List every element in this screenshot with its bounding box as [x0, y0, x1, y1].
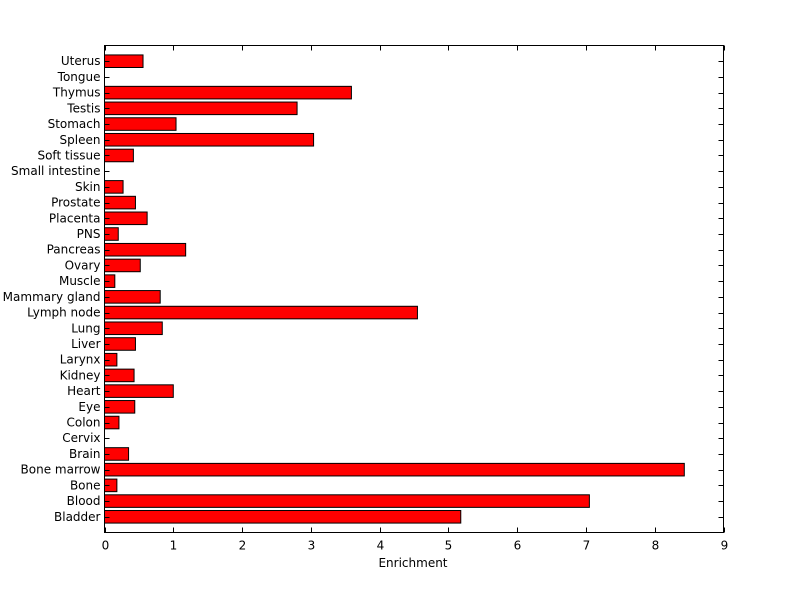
category-label-lymph-node: Lymph node: [27, 306, 100, 320]
x-tick-label-4: 4: [377, 539, 385, 553]
category-label-soft-tissue: Soft tissue: [37, 148, 100, 162]
category-label-lung: Lung: [71, 321, 100, 335]
bar-eye: [104, 400, 136, 414]
category-label-cervix: Cervix: [62, 431, 100, 445]
bar-brain: [104, 447, 130, 461]
bar-testis: [104, 101, 298, 116]
bar-larynx: [104, 352, 118, 367]
x-tick-label-5: 5: [445, 539, 453, 553]
category-label-stomach: Stomach: [48, 117, 101, 131]
x-tick-label-1: 1: [170, 539, 178, 553]
category-label-placenta: Placenta: [49, 211, 101, 225]
category-label-muscle: Muscle: [59, 274, 101, 288]
category-label-pancreas: Pancreas: [47, 243, 101, 257]
category-label-prostate: Prostate: [51, 196, 100, 210]
bar-bone-marrow: [104, 462, 685, 477]
category-label-blood: Blood: [67, 494, 101, 508]
category-label-bladder: Bladder: [54, 510, 101, 524]
bar-spleen: [104, 132, 315, 147]
ticks-group: [104, 45, 725, 533]
bar-stomach: [104, 117, 177, 131]
category-label-brain: Brain: [69, 447, 100, 461]
x-tick-label-0: 0: [102, 539, 110, 553]
category-label-testis: Testis: [66, 101, 100, 115]
category-label-larynx: Larynx: [60, 353, 101, 367]
category-label-pns: PNS: [77, 227, 101, 241]
category-label-tongue: Tongue: [57, 70, 101, 84]
x-tick-label-3: 3: [308, 539, 316, 553]
category-label-skin: Skin: [75, 180, 101, 194]
x-tick-label-8: 8: [652, 539, 660, 553]
x-tick-label-2: 2: [239, 539, 247, 553]
bar-lung: [104, 321, 163, 336]
bar-blood: [104, 494, 590, 508]
bar-thymus: [104, 85, 352, 100]
category-label-mammary-gland: Mammary gland: [3, 290, 101, 304]
x-tick-label-6: 6: [514, 539, 522, 553]
category-label-eye: Eye: [78, 400, 100, 414]
x-tick-label-9: 9: [721, 539, 729, 553]
x-tick-labels: 0 1 2 3 4 5 6 7 8 9: [102, 539, 729, 553]
category-label-uterus: Uterus: [61, 54, 101, 68]
bar-ovary: [104, 258, 141, 273]
category-label-bone: Bone: [70, 478, 101, 492]
bar-pancreas: [104, 242, 187, 257]
category-label-ovary: Ovary: [65, 258, 101, 272]
x-tick-label-7: 7: [583, 539, 591, 553]
category-label-spleen: Spleen: [60, 133, 101, 147]
bar-placenta: [104, 211, 148, 226]
category-label-small-intestine: Small intestine: [11, 164, 100, 178]
bar-lymph-node: [104, 305, 418, 320]
bar-heart: [104, 384, 174, 398]
bar-colon: [104, 415, 120, 430]
bars-group: [104, 54, 685, 524]
bar-prostate: [104, 195, 136, 210]
category-label-colon: Colon: [66, 416, 100, 430]
category-label-liver: Liver: [71, 337, 101, 351]
bar-skin: [104, 180, 124, 194]
bar-uterus: [104, 54, 144, 68]
plot-frame: [104, 45, 724, 533]
category-label-bone-marrow: Bone marrow: [21, 463, 101, 477]
bar-mammary-gland: [104, 290, 161, 304]
x-axis-label: Enrichment: [378, 556, 447, 570]
bar-bladder: [104, 510, 462, 524]
category-label-kidney: Kidney: [60, 368, 101, 382]
category-label-thymus: Thymus: [52, 86, 101, 100]
category-label-heart: Heart: [67, 384, 101, 398]
bar-liver: [104, 337, 136, 351]
